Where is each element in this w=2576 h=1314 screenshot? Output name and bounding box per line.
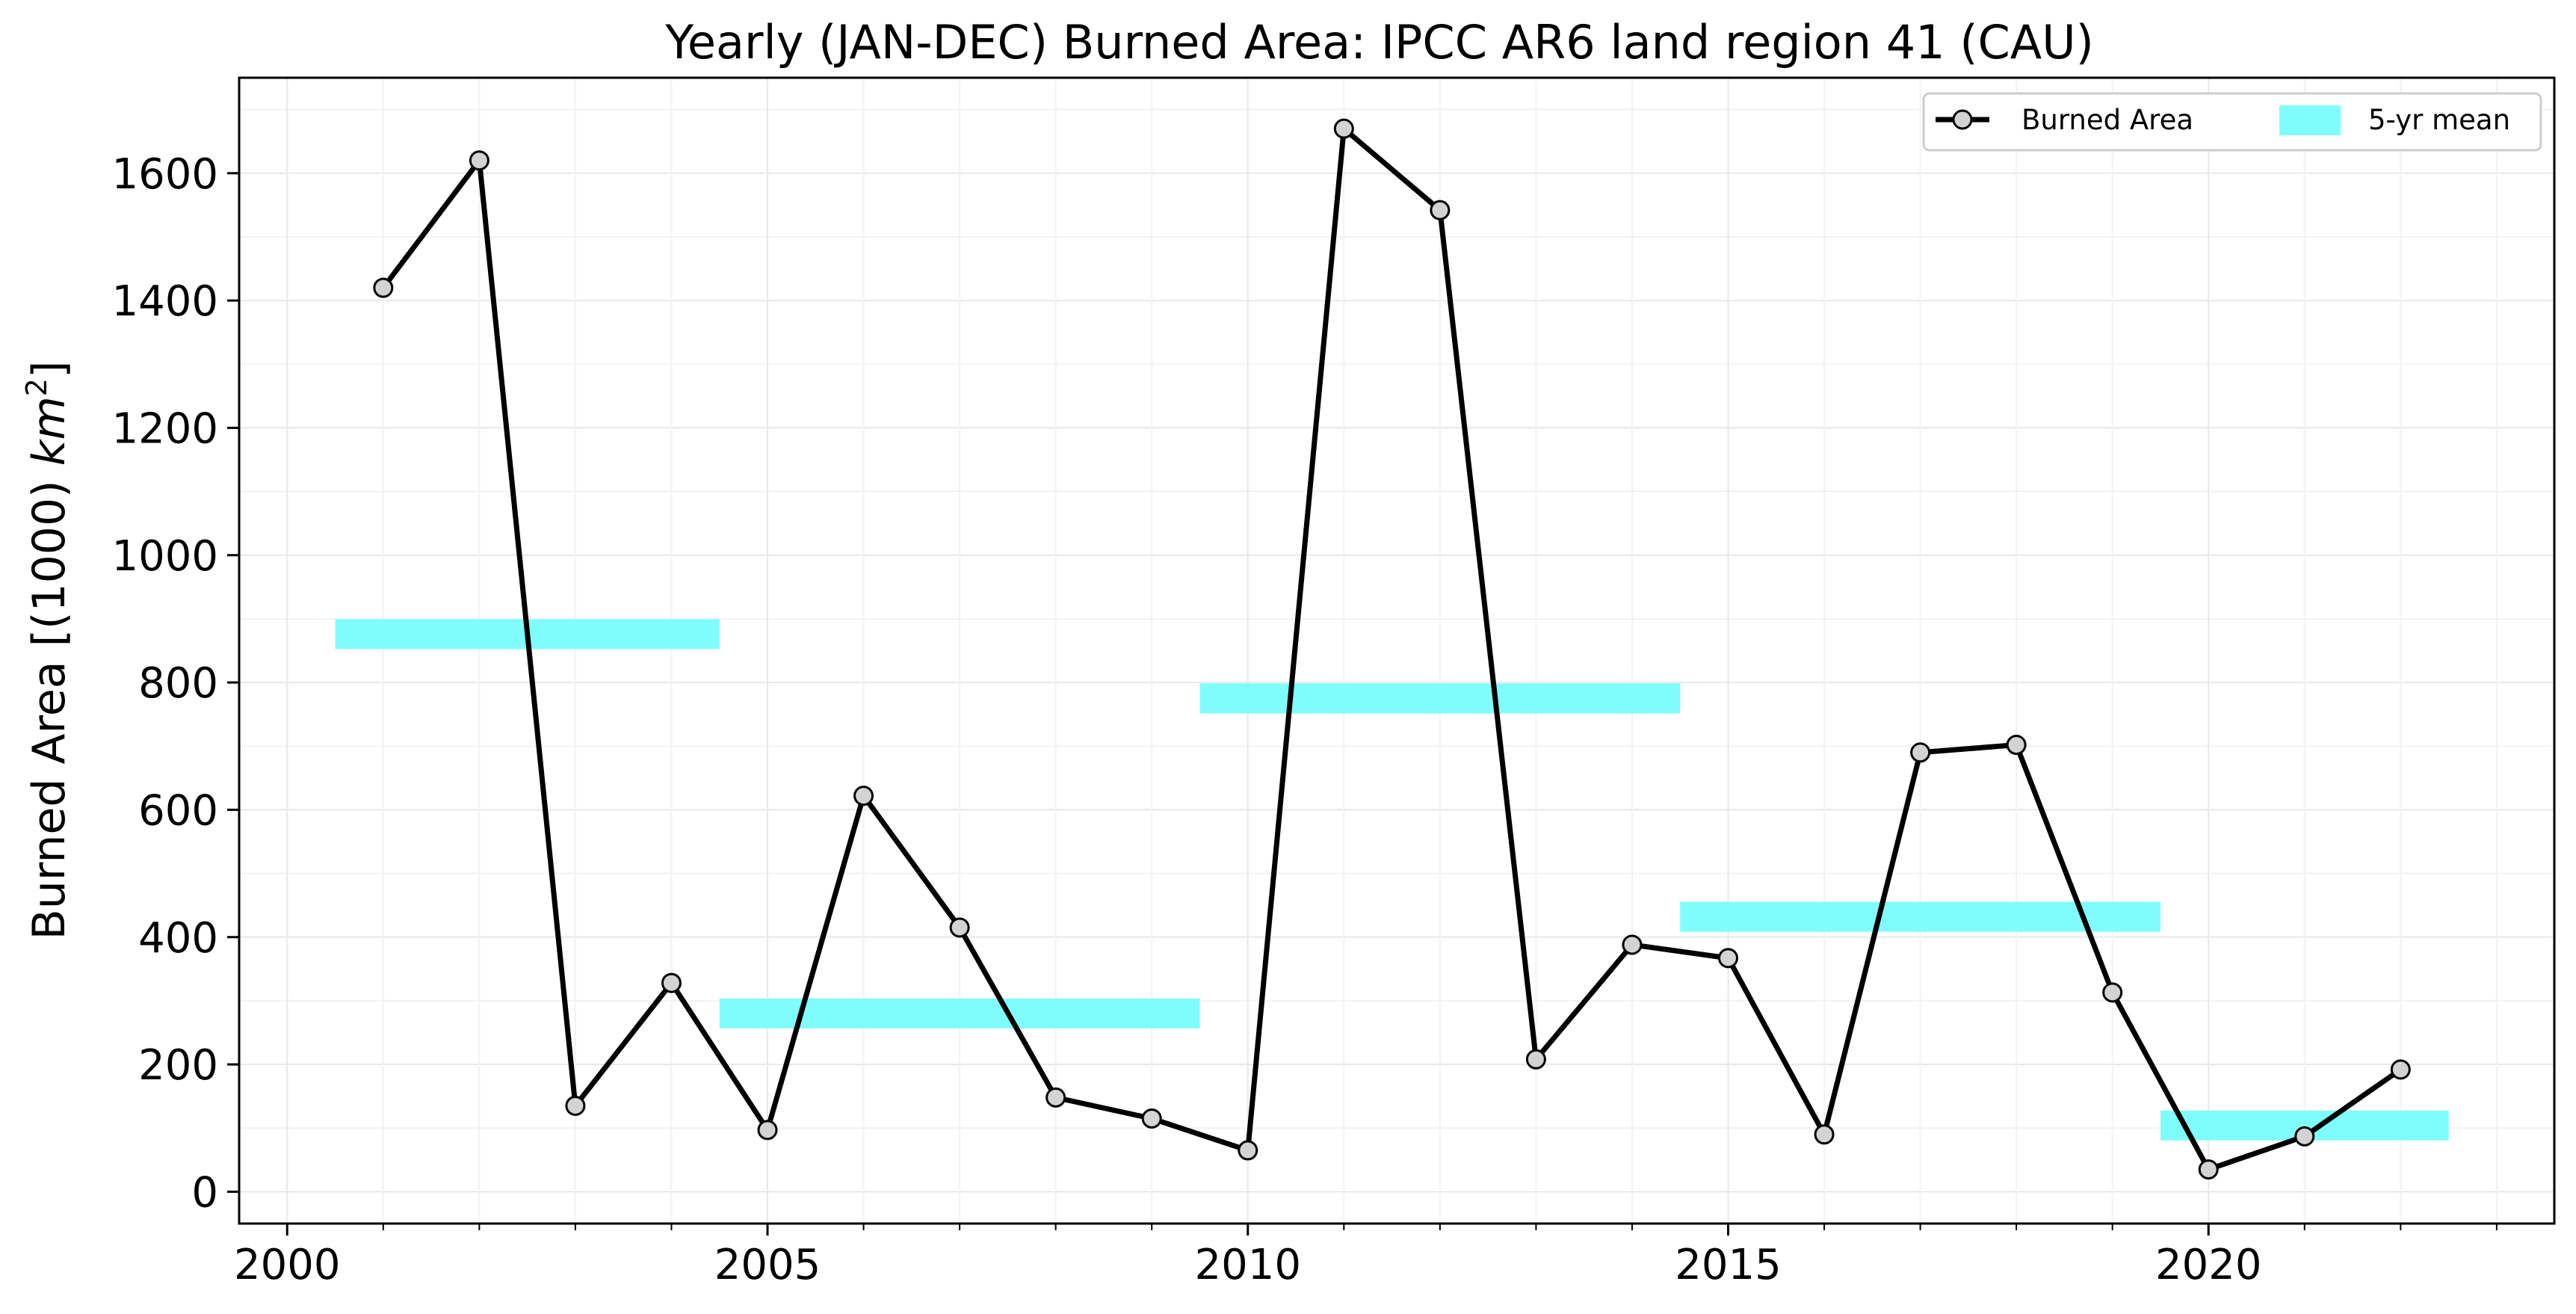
legend-marker-swatch (1952, 109, 1973, 130)
y-tick-label: 1200 (111, 404, 218, 453)
y-axis-label-exponent: 2 (20, 378, 53, 396)
data-point (1622, 934, 1643, 955)
mean-band (1199, 683, 1681, 714)
line-layer (380, 126, 2403, 1173)
line-segment (1053, 1094, 1155, 1121)
x-tick-label: 2015 (1675, 1241, 1782, 1289)
data-point (1430, 200, 1451, 220)
data-point (1045, 1087, 1066, 1108)
data-point (2006, 735, 2027, 756)
chart-title: Yearly (JAN-DEC) Burned Area: IPCC AR6 l… (664, 15, 2094, 70)
line-segment (380, 158, 482, 291)
line-segment (1245, 126, 1347, 1153)
y-tick-label: 600 (138, 786, 218, 835)
plot-frame (238, 76, 2556, 1225)
line-segment (1918, 742, 2019, 756)
marker-layer (373, 118, 2411, 1180)
data-point (1333, 118, 1354, 139)
line-segment (1821, 750, 1924, 1138)
y-axis-label-prefix: Burned Area [(1000) (23, 466, 75, 940)
y-tick-label: 1600 (111, 150, 218, 199)
line-segment (476, 158, 578, 1108)
line-segment (765, 793, 867, 1133)
grid-layer (239, 78, 2554, 1224)
data-point (1717, 948, 1738, 969)
line-segment (2110, 990, 2211, 1173)
mean-band (719, 998, 1200, 1028)
data-point (1141, 1108, 1162, 1129)
legend: Burned Area 5-yr mean (1922, 92, 2542, 152)
data-point (2198, 1159, 2219, 1180)
legend-box (1922, 92, 2542, 152)
line-segment (957, 925, 1059, 1100)
y-tick-label: 400 (138, 914, 218, 963)
line-segment (2013, 742, 2116, 996)
data-point (2294, 1126, 2315, 1147)
data-point (661, 972, 682, 993)
line-segment (1149, 1115, 1251, 1153)
x-tick-label: 2010 (1194, 1241, 1301, 1289)
y-axis-label-suffix: ] (23, 361, 75, 378)
line-segment (1629, 942, 1731, 961)
x-tick-label: 2000 (234, 1241, 341, 1289)
y-axis-label-unit: km (23, 396, 75, 466)
line-segment (1533, 942, 1635, 1062)
line-segment (1437, 207, 1539, 1062)
data-point (1238, 1140, 1258, 1161)
data-point (853, 786, 874, 806)
data-point (1814, 1124, 1835, 1145)
line-segment (668, 980, 770, 1133)
line-segment (2205, 1133, 2308, 1173)
y-tick-label: 800 (138, 659, 218, 708)
data-point (373, 277, 394, 298)
y-tick-label: 0 (191, 1168, 218, 1217)
x-tick-label: 2020 (2155, 1241, 2262, 1289)
y-axis-label: Burned Area [(1000) km2] (20, 361, 75, 940)
data-point (757, 1120, 778, 1141)
data-point (2390, 1059, 2411, 1080)
line-segment (2302, 1067, 2403, 1139)
legend-label-burned-area: Burned Area (2021, 104, 2193, 136)
y-tick-label: 1000 (111, 532, 218, 581)
line-segment (1341, 126, 1443, 213)
line-segment (572, 980, 674, 1108)
data-point (565, 1095, 586, 1116)
y-tick-label: 200 (138, 1041, 218, 1090)
data-point (2102, 982, 2123, 1003)
legend-band-swatch (2279, 105, 2341, 135)
tick-layer: 0 200 400 600 800 1000 1200 1400 1600 2000 2005 201… (111, 150, 2498, 1289)
line-segment (1725, 955, 1827, 1138)
data-point (1525, 1049, 1546, 1070)
line-segment (861, 793, 963, 931)
data-point (949, 917, 970, 938)
data-point (1910, 742, 1931, 763)
y-tick-label: 1400 (111, 277, 218, 326)
data-point (469, 150, 489, 171)
x-tick-label: 2005 (714, 1241, 821, 1289)
legend-label-5yr-mean: 5-yr mean (2368, 104, 2510, 136)
